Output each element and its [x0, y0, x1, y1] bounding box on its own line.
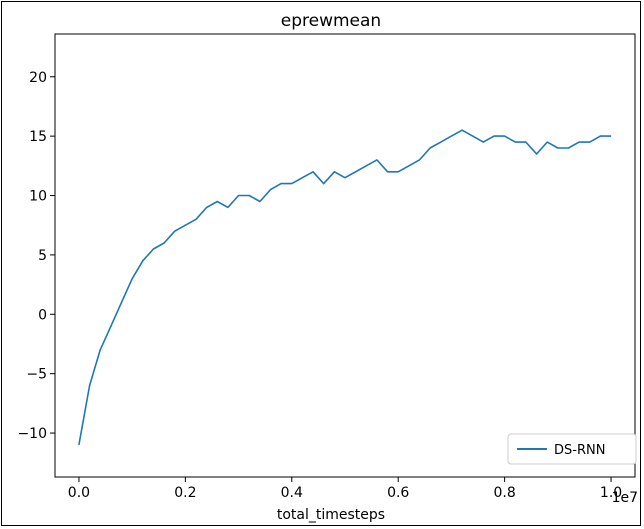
x-tick-label: 0.2 — [174, 485, 196, 501]
y-tick-label: 15 — [29, 129, 47, 145]
y-tick-label: 5 — [38, 248, 47, 264]
x-axis-label: total_timesteps — [277, 507, 385, 523]
legend: DS-RNN — [507, 433, 637, 465]
x-tick-label: 1.0 — [600, 485, 622, 501]
legend-box — [507, 433, 637, 465]
y-tick-label: 10 — [29, 189, 47, 205]
plot-area-frame — [54, 33, 636, 478]
y-tick-label: 20 — [29, 70, 47, 86]
x-offset-text: 1e7 — [612, 490, 638, 506]
series-line-ds-rnn — [78, 129, 612, 446]
y-tick-label: −10 — [17, 426, 47, 442]
chart-title: eprewmean — [281, 11, 381, 31]
x-tick-label: 0.4 — [281, 485, 303, 501]
x-tick-label: 0.0 — [68, 485, 90, 501]
x-tick-label: 0.6 — [387, 485, 409, 501]
x-tick-label: 0.8 — [494, 485, 516, 501]
y-tick-label: −5 — [26, 367, 47, 383]
legend-label-ds-rnn: DS-RNN — [554, 443, 605, 458]
y-tick-label: 0 — [38, 307, 47, 323]
